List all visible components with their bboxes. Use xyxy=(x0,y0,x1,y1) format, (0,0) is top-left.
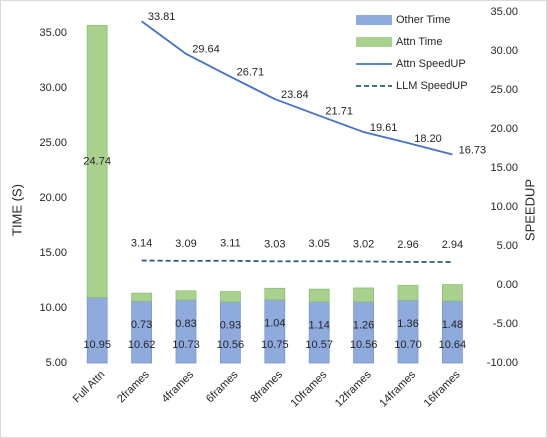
legend-label: LLM SpeedUP xyxy=(396,80,468,92)
data-label: 1.04 xyxy=(264,318,285,330)
legend-swatch xyxy=(356,37,392,47)
data-label: 24.74 xyxy=(83,155,111,167)
y-tick-label: 30.00 xyxy=(39,82,67,94)
y2-tick-label: 0.00 xyxy=(497,279,518,291)
y2-tick-label: 30.00 xyxy=(490,45,518,57)
data-label: 0.83 xyxy=(175,318,196,330)
data-label: 16.73 xyxy=(459,144,487,156)
data-label: 26.71 xyxy=(237,67,265,79)
data-label: 3.02 xyxy=(353,238,374,250)
y2-tick-label: 25.00 xyxy=(490,84,518,96)
data-label: 10.95 xyxy=(83,339,111,351)
data-label: 3.09 xyxy=(175,238,196,250)
y-tick-label: 10.00 xyxy=(39,302,67,314)
bar-segment xyxy=(308,301,330,364)
y2-tick-label: 5.00 xyxy=(497,240,518,252)
y-tick-label: 5.00 xyxy=(46,357,67,369)
bar-segment xyxy=(353,287,375,303)
bar-segment xyxy=(175,299,197,364)
legend-label: Other Time xyxy=(396,14,450,26)
line xyxy=(141,20,453,156)
y2-tick-label: 15.00 xyxy=(490,162,518,174)
data-label: 2.96 xyxy=(397,239,418,251)
legend-swatch xyxy=(356,15,392,25)
y2-tick-label: 35.00 xyxy=(490,6,518,18)
data-label: 3.05 xyxy=(308,238,329,250)
data-label: 10.75 xyxy=(261,339,289,351)
data-label: 21.71 xyxy=(325,106,353,118)
y-tick-label: 15.00 xyxy=(39,247,67,259)
y2-tick-label: -5.00 xyxy=(493,318,518,330)
legend-label: Attn SpeedUP xyxy=(396,58,466,70)
y2-tick-label: 10.00 xyxy=(490,201,518,213)
data-label: 3.03 xyxy=(264,238,285,250)
y2-tick-label: -10.00 xyxy=(487,357,518,369)
bar-segment xyxy=(131,300,153,364)
bar-segment xyxy=(441,300,463,364)
y-tick-label: 25.00 xyxy=(39,137,67,149)
data-label: 2.94 xyxy=(442,239,463,251)
data-label: 33.81 xyxy=(148,11,176,23)
bar-segment xyxy=(308,288,330,303)
data-label: 3.11 xyxy=(220,238,241,250)
bar-segment xyxy=(219,291,241,303)
legend-label: Attn Time xyxy=(396,36,442,48)
y-axis-title: TIME (S) xyxy=(9,184,24,236)
data-label: 29.64 xyxy=(192,44,220,56)
bar-segment xyxy=(86,24,108,298)
bar-segment xyxy=(175,290,197,301)
data-label: 23.84 xyxy=(281,89,309,101)
y-tick-label: 35.00 xyxy=(39,27,67,39)
bar-segment xyxy=(397,284,419,301)
data-label: 19.61 xyxy=(370,122,398,134)
data-label: 10.70 xyxy=(394,339,422,351)
bar-segment xyxy=(86,297,108,364)
data-label: 10.56 xyxy=(350,339,378,351)
y2-axis-title: SPEEDUP xyxy=(522,179,537,241)
data-label: 10.73 xyxy=(172,339,200,351)
data-label: 3.14 xyxy=(131,237,152,249)
bar-segment xyxy=(441,284,463,302)
data-label: 1.36 xyxy=(397,318,418,330)
line xyxy=(141,259,453,263)
data-label: 0.93 xyxy=(220,320,241,332)
data-label: 10.57 xyxy=(305,339,333,351)
bar-segment xyxy=(264,287,286,301)
data-label: 18.20 xyxy=(414,133,442,145)
bar-segment xyxy=(131,292,153,302)
data-label: 10.56 xyxy=(217,339,245,351)
bar-segment xyxy=(397,299,419,364)
data-label: 0.73 xyxy=(131,319,152,331)
data-label: 1.26 xyxy=(353,320,374,332)
y2-tick-label: 20.00 xyxy=(490,123,518,135)
bar-segment xyxy=(219,301,241,364)
data-label: 10.64 xyxy=(439,339,467,351)
data-label: 1.14 xyxy=(308,320,329,332)
data-label: 1.48 xyxy=(442,319,463,331)
y-tick-label: 20.00 xyxy=(39,192,67,204)
bar-segment xyxy=(353,301,375,364)
bar-segment xyxy=(264,299,286,364)
data-label: 10.62 xyxy=(128,339,156,351)
